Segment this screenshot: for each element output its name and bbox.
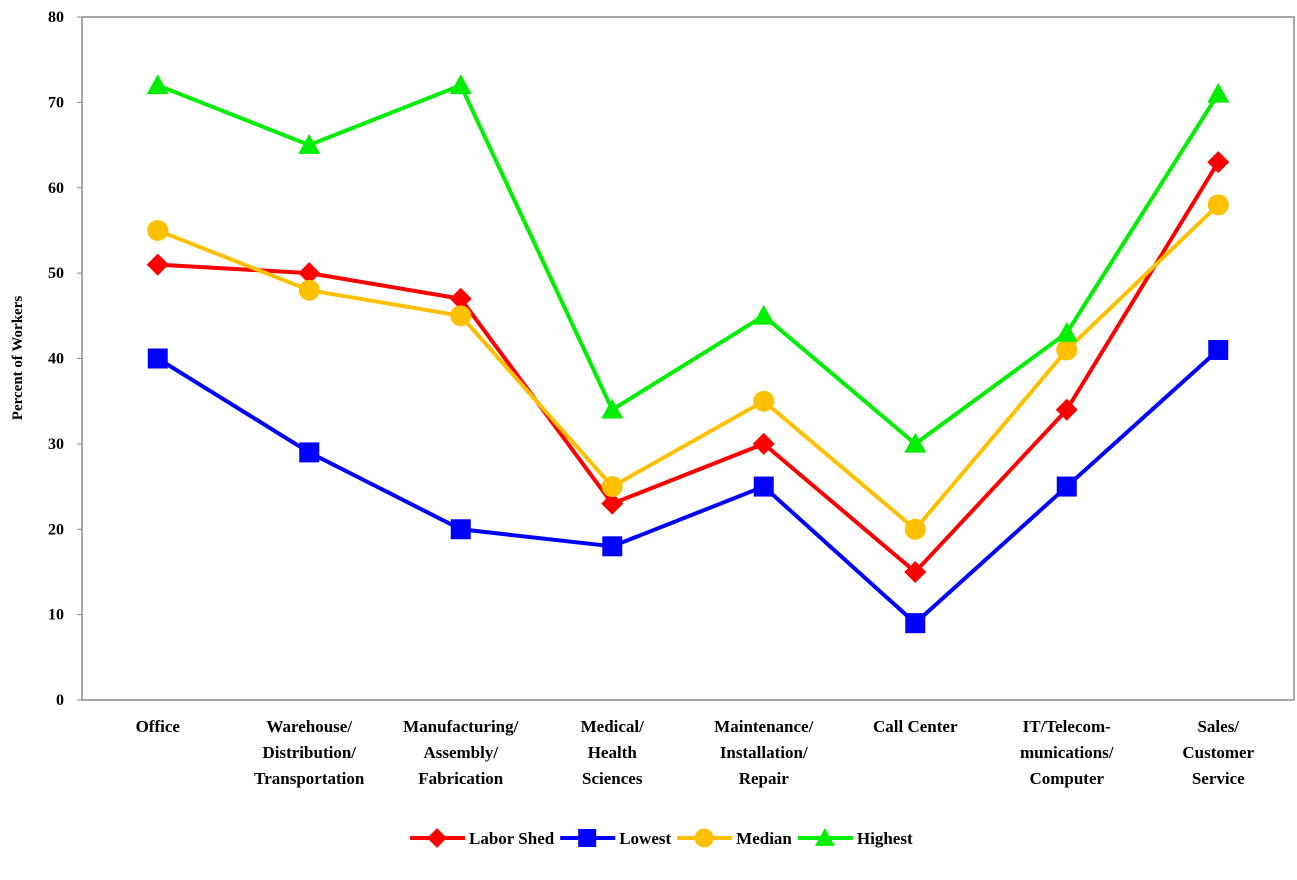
x-category-label-line: Distribution/: [262, 743, 356, 762]
legend-swatch-marker: [578, 829, 597, 847]
data-point: [752, 432, 775, 455]
data-point: [905, 613, 926, 634]
legend-item: Median: [677, 828, 792, 848]
data-point: [601, 476, 623, 498]
x-category-label-line: Warehouse/: [266, 717, 352, 736]
series-median: [147, 194, 1229, 540]
legend-swatch-marker: [427, 828, 447, 848]
data-point: [753, 390, 775, 412]
y-tick-label: 10: [48, 607, 64, 624]
data-point: [299, 442, 320, 463]
data-point: [1208, 339, 1229, 360]
data-point: [147, 219, 169, 241]
data-point: [1207, 194, 1229, 216]
data-point: [449, 74, 472, 95]
x-category-label-line: Installation/: [720, 743, 808, 762]
data-point: [601, 492, 624, 515]
data-point: [1055, 321, 1078, 342]
legend-item: Labor Shed: [410, 828, 555, 848]
series-layer: [146, 74, 1230, 634]
x-category-label-line: Service: [1192, 769, 1245, 788]
x-category-label-line: Repair: [739, 769, 790, 788]
series-labor-shed: [146, 151, 1230, 583]
x-category-label-line: Sciences: [582, 769, 643, 788]
data-point: [904, 432, 927, 453]
x-category-label-line: Office: [136, 717, 181, 736]
legend-label: Lowest: [619, 829, 671, 848]
x-category-label-line: Health: [588, 743, 638, 762]
y-tick-label: 40: [48, 351, 64, 368]
data-point: [146, 74, 169, 95]
y-tick-label: 50: [48, 265, 64, 282]
x-category-label: Manufacturing/Assembly/Fabrication: [403, 717, 519, 788]
x-category-label: Office: [136, 717, 181, 736]
data-point: [450, 519, 471, 540]
data-point: [298, 134, 321, 154]
series-highest: [146, 74, 1230, 453]
legend-swatch-marker: [814, 828, 835, 846]
legend-label: Median: [736, 829, 792, 848]
data-point: [146, 253, 169, 276]
y-axis-ticks: 0 10 20 30 40 50 60 70 80: [48, 9, 82, 709]
x-category-label: IT/Telecom-munications/Computer: [1020, 717, 1114, 788]
data-point: [1055, 398, 1078, 421]
x-category-label-line: Transportation: [254, 769, 365, 788]
x-category-label-line: Computer: [1029, 769, 1104, 788]
x-category-label: Warehouse/Distribution/Transportation: [254, 717, 365, 788]
series-lowest: [147, 339, 1229, 634]
y-axis-title: Percent of Workers: [10, 296, 26, 421]
x-category-label-line: Sales/: [1197, 717, 1239, 736]
data-point: [450, 305, 472, 327]
x-category-label-line: Assembly/: [423, 743, 498, 762]
data-point: [602, 536, 623, 557]
legend-item: Lowest: [560, 829, 671, 848]
x-category-label: Sales/Customer Service: [1182, 717, 1254, 788]
data-point: [298, 262, 321, 285]
x-category-label-line: Manufacturing/: [403, 717, 519, 736]
x-category-label-line: Fabrication: [418, 769, 504, 788]
data-point: [1207, 82, 1230, 103]
data-point: [904, 518, 926, 540]
x-category-label: Call Center: [873, 717, 958, 736]
x-category-label-line: IT/Telecom-: [1023, 717, 1111, 736]
data-point: [147, 348, 168, 369]
x-category-label-line: munications/: [1020, 743, 1114, 762]
y-tick-label: 70: [48, 94, 64, 111]
plot-area: [81, 16, 1295, 701]
data-point: [904, 560, 927, 583]
data-point: [298, 279, 320, 301]
x-category-label-line: Medical/: [581, 717, 645, 736]
series-line: [156, 348, 1220, 626]
y-tick-label: 0: [56, 692, 64, 709]
x-category-label: Medical/Health Sciences: [581, 717, 645, 788]
y-tick-label: 20: [48, 521, 64, 538]
x-category-label-line: Maintenance/: [714, 717, 813, 736]
data-point: [601, 398, 624, 419]
legend-label: Labor Shed: [469, 829, 555, 848]
x-axis-labels: Office Warehouse/Distribution/Transportat…: [136, 717, 1255, 788]
data-point: [449, 287, 472, 310]
x-category-label: Maintenance/Installation/Repair: [714, 717, 813, 788]
data-point: [752, 304, 775, 325]
x-category-label-line: Call Center: [873, 717, 958, 736]
y-tick-label: 60: [48, 180, 64, 197]
x-category-label-line: Customer: [1182, 743, 1254, 762]
legend-label: Highest: [857, 829, 913, 848]
data-point: [1207, 151, 1230, 174]
data-point: [753, 476, 774, 497]
y-tick-label: 30: [48, 436, 64, 453]
data-point: [1056, 339, 1078, 361]
legend-item: Highest: [797, 828, 913, 848]
y-tick-label: 80: [48, 9, 64, 26]
series-line: [157, 203, 1220, 532]
legend: Labor Shed Lowest Median Highest: [410, 828, 913, 848]
series-line: [157, 83, 1220, 446]
series-line: [157, 161, 1220, 574]
data-point: [1056, 476, 1077, 497]
legend-swatch-marker: [694, 828, 714, 848]
